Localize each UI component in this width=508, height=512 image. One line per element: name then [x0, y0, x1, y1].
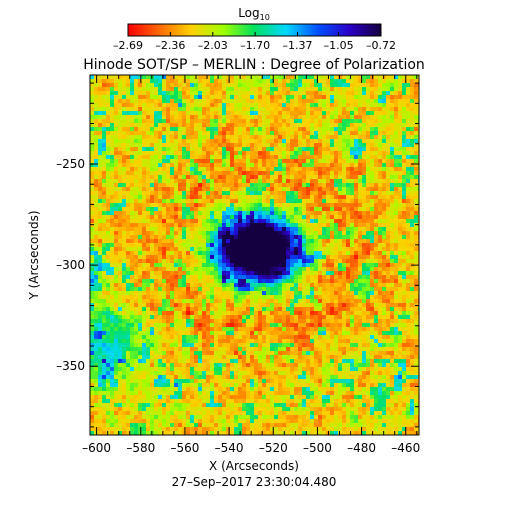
- x-tick-label: –540: [215, 441, 244, 455]
- polarization-map: [90, 75, 419, 435]
- colorbar-tick-label: –2.36: [155, 39, 185, 52]
- y-tick-label: –250: [56, 157, 85, 171]
- x-axis-label: X (Arcseconds): [209, 459, 299, 473]
- timestamp: 27–Sep–2017 23:30:04.480: [172, 475, 337, 489]
- colorbar-label: Log10: [238, 6, 270, 22]
- x-tick-label: –500: [303, 441, 332, 455]
- x-tick-label: –520: [259, 441, 288, 455]
- colorbar-tick-label: –0.72: [366, 39, 396, 52]
- colorbar-tick-label: –1.05: [324, 39, 354, 52]
- x-tick-label: –560: [170, 441, 199, 455]
- y-axis-label: Y (Arcseconds): [27, 210, 41, 300]
- plot-frame: [89, 74, 420, 436]
- x-tick-label: –580: [126, 441, 155, 455]
- colorbar-tick-label: –2.69: [113, 39, 143, 52]
- x-tick-label: –460: [391, 441, 420, 455]
- y-tick-label: –300: [56, 258, 85, 272]
- colorbar: [127, 23, 382, 37]
- colorbar-tick-label: –2.03: [198, 39, 228, 52]
- y-tick-label: –350: [56, 359, 85, 373]
- x-tick-label: –600: [82, 441, 111, 455]
- colorbar-tick-label: –1.37: [283, 39, 313, 52]
- axis-ticks: –600 –580 –560 –540 –520 –500 –480 –460 –250 –300…: [56, 75, 420, 455]
- x-tick-label: –480: [347, 441, 376, 455]
- chart-title: Hinode SOT/SP – MERLIN : Degree of Polar…: [83, 57, 425, 73]
- colorbar-ticks: –2.69 –2.36 –2.03 –1.70 –1.37 –1.05 –0.72: [113, 32, 396, 52]
- colorbar-tick-label: –1.70: [240, 39, 270, 52]
